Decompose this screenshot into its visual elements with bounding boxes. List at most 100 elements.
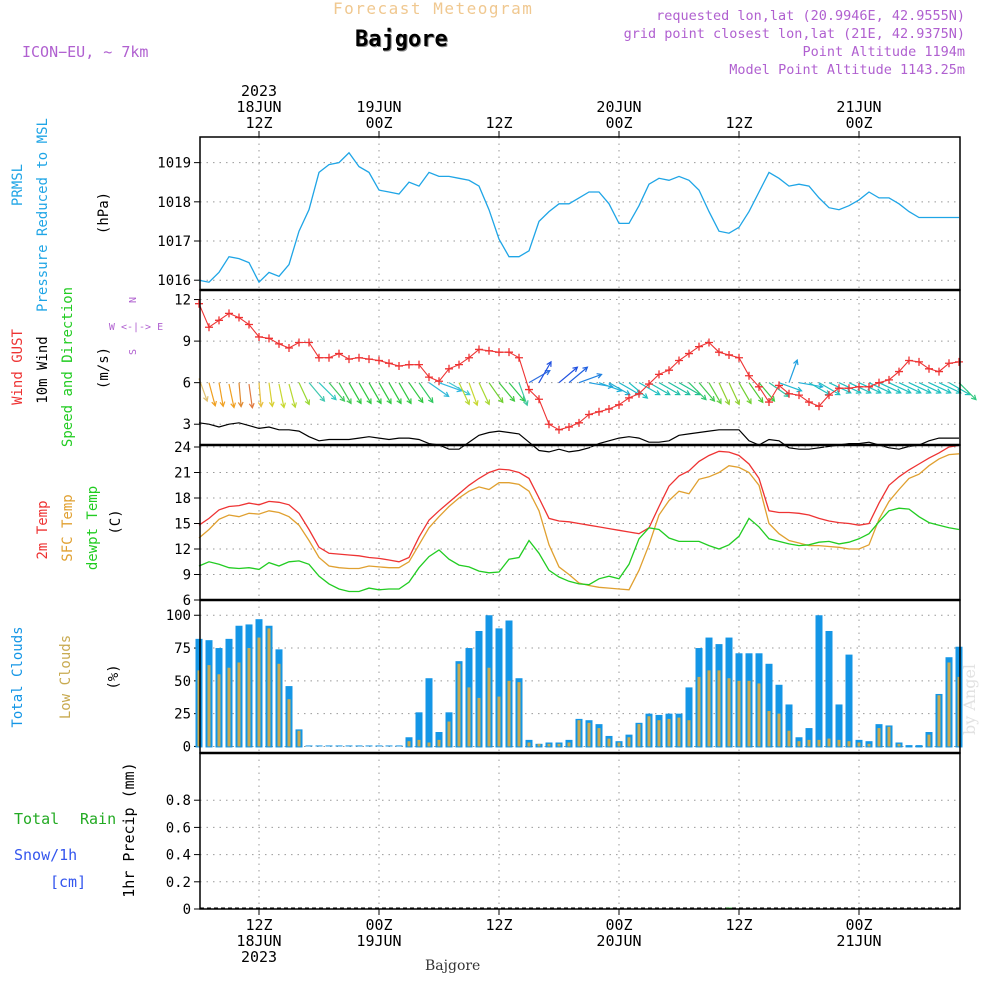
pressure-frame <box>199 136 961 291</box>
wind-arrow <box>868 382 892 394</box>
wind-arrow <box>298 382 311 406</box>
temperature-tick-label: 12 <box>174 542 191 558</box>
wind-arrow-head <box>339 396 346 403</box>
wind-arrow-shaft <box>478 382 490 405</box>
wind-arrow-head <box>523 400 529 407</box>
model-label: ICON−EU, ~ 7km <box>22 43 149 61</box>
dewpoint-line <box>198 507 960 593</box>
wind-arrow-head <box>237 401 244 408</box>
wind-arrow <box>918 382 942 394</box>
gust-marker <box>235 313 243 322</box>
wind-arrow <box>608 382 631 396</box>
gust-marker <box>685 349 693 358</box>
wind-arrow <box>338 382 352 405</box>
wind-arrow-head <box>366 398 372 405</box>
wind-arrow <box>518 382 529 407</box>
total-label: Total <box>14 810 59 828</box>
clouds-tick-label: 100 <box>166 608 191 624</box>
wind-arrow <box>358 382 372 405</box>
wind-arrow-shaft <box>928 382 952 394</box>
gust-marker <box>805 398 813 407</box>
low-cloud-bar <box>897 743 901 747</box>
bottom-time-label: 12Z <box>725 916 752 934</box>
wind-arrow-shaft <box>598 382 622 392</box>
wind-arrow <box>368 382 382 405</box>
wind-arrow-head <box>464 390 471 396</box>
gust-marker <box>275 339 283 348</box>
snow-label: Snow/1h <box>14 846 77 864</box>
low-cloud-bar <box>587 722 591 747</box>
wind-arrow-head <box>418 397 424 404</box>
wind-arrow-head <box>203 396 209 403</box>
wind-arrow <box>248 383 255 410</box>
wind-arrow-shaft <box>898 382 922 394</box>
gust-marker <box>615 400 623 409</box>
low-cloud-bar <box>947 662 951 747</box>
wind-arrow <box>658 382 681 396</box>
low-cloud-bar <box>207 665 211 747</box>
low-cloud-bar <box>457 663 461 747</box>
wind-arrow-shaft <box>628 382 648 399</box>
bottom-time-label: 21JUN <box>836 932 881 950</box>
low-cloud-bar <box>507 680 511 747</box>
low-cloud-bar <box>277 663 281 747</box>
wind-arrow-shaft <box>528 370 551 384</box>
low-cloud-bar <box>647 716 651 747</box>
gust-marker <box>905 356 913 365</box>
gust-marker <box>785 389 793 398</box>
precipitation-tick-label: 0 <box>183 902 191 918</box>
gust-marker <box>705 338 713 347</box>
wind-arrow <box>628 382 649 399</box>
low-cloud-bar <box>837 739 841 747</box>
gust-marker <box>435 377 443 386</box>
gust-marker <box>725 350 733 359</box>
gust-marker <box>845 384 853 393</box>
bottom-time-label: 19JUN <box>356 932 401 950</box>
watermark: by Angel <box>960 663 979 735</box>
wind-arrow-shaft <box>748 382 764 403</box>
clouds-panel: 0 25 50 75 100 <box>166 600 963 755</box>
wind-arrow-head <box>664 390 671 396</box>
temperature-tick-label: 21 <box>174 466 191 482</box>
low-cloud-bar <box>437 739 441 747</box>
wind-speed-line <box>198 422 959 453</box>
wind-arrow-shaft <box>248 383 253 408</box>
wind-arrow-shaft <box>338 382 352 404</box>
low-cloud-bar <box>937 695 941 747</box>
low-cloud-bar <box>407 741 411 747</box>
gust-marker <box>605 404 613 413</box>
wind-arrow <box>428 382 450 398</box>
wind-arrow <box>568 366 589 384</box>
wind-arrow-shaft <box>878 382 902 394</box>
wind-arrow <box>348 382 362 405</box>
clouds-tick-label: 50 <box>174 674 191 690</box>
gust-marker <box>425 373 433 382</box>
gust-marker <box>305 338 313 347</box>
low-cloud-bar <box>487 667 491 747</box>
wind-arrow-shaft <box>288 383 296 408</box>
wind-arrow <box>478 382 491 406</box>
low-cloud-bar <box>727 678 731 747</box>
low-cloud-bar <box>957 676 961 747</box>
precipitation-tick-label: 0.8 <box>166 793 191 809</box>
wind-arrow <box>668 382 691 396</box>
wind-arrow <box>448 382 471 396</box>
total-cloud-bar <box>395 745 403 747</box>
wind-arrow-shaft <box>448 382 471 396</box>
gust-marker <box>595 407 603 416</box>
gust-marker <box>375 356 383 365</box>
wind-arrow-head <box>291 402 297 409</box>
bottom-time-label: 00Z <box>605 916 632 934</box>
gust-marker <box>285 344 293 353</box>
wind-arrow <box>958 382 977 401</box>
wind-arrow-head <box>817 383 824 389</box>
gust-marker <box>515 353 523 362</box>
temperature-tick-label: 18 <box>174 491 191 507</box>
temperature-tick-label: 9 <box>183 568 191 584</box>
temp-unit-label: (C) <box>108 509 124 534</box>
gust-marker <box>855 382 863 391</box>
wind-arrow-shaft <box>698 382 715 402</box>
low-cloud-bar <box>747 680 751 747</box>
gust-marker <box>865 382 873 391</box>
